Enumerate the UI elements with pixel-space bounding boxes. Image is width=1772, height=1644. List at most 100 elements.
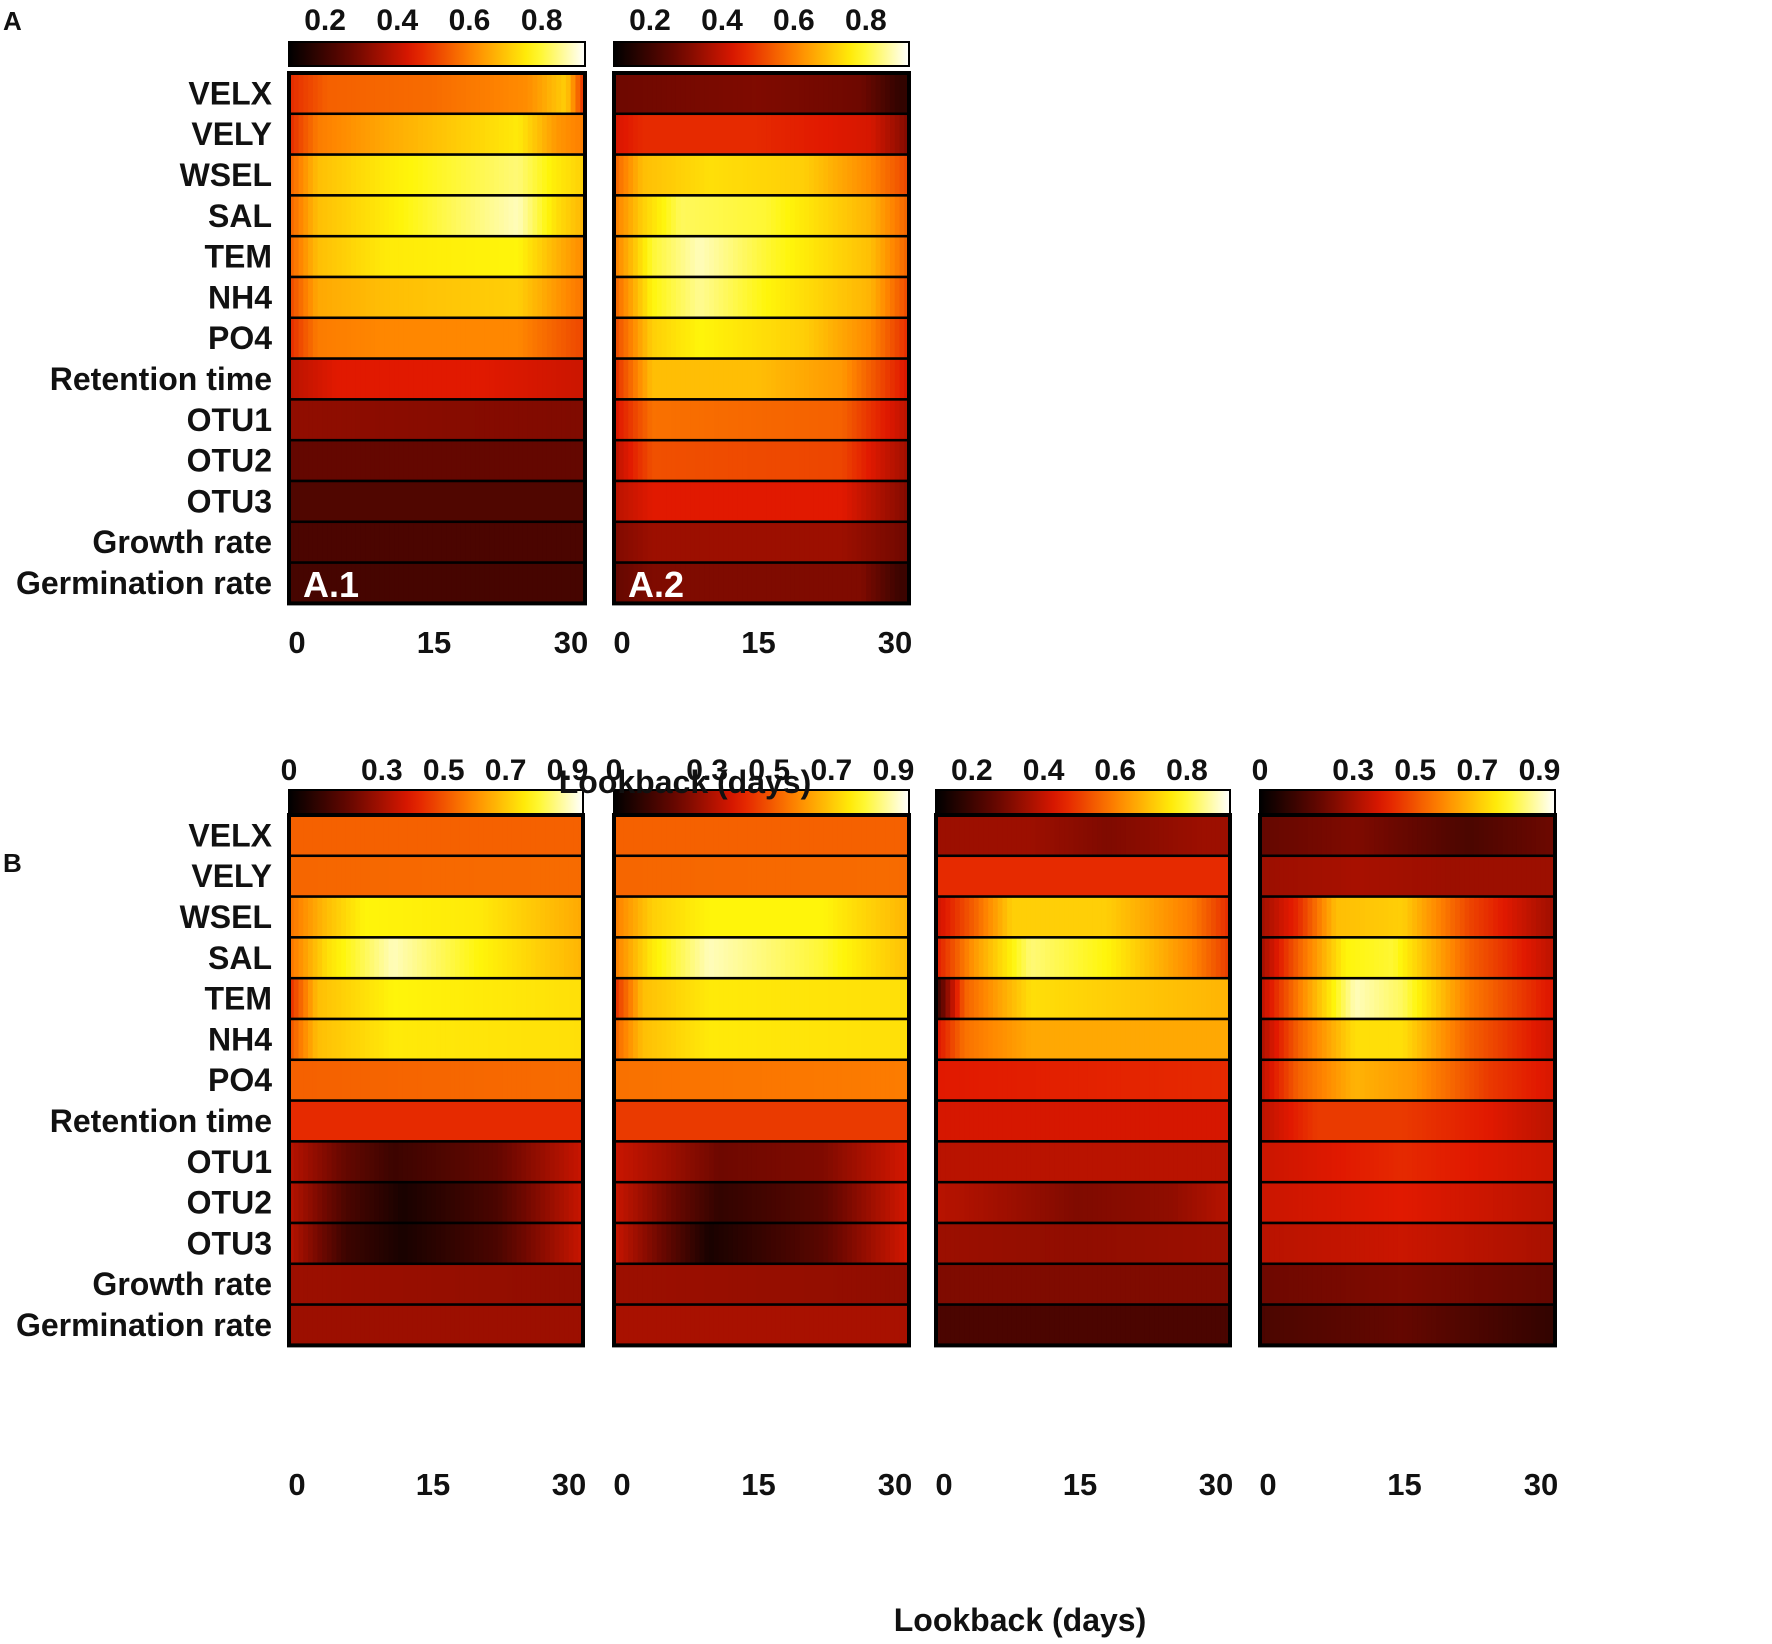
- heatmap-cell: [785, 1263, 791, 1305]
- heatmap-cell: [502, 815, 508, 856]
- heatmap-cell: [1436, 1182, 1442, 1223]
- heatmap-cell: [479, 521, 486, 563]
- heatmap-cell: [1106, 896, 1113, 938]
- heatmap-cell: [1002, 1059, 1008, 1101]
- heatmap-cell: [856, 896, 863, 938]
- heatmap-cell: [889, 399, 896, 441]
- heatmap-cell: [1092, 1304, 1098, 1346]
- heatmap-cell: [437, 113, 443, 155]
- heatmap-cell: [369, 1019, 375, 1060]
- heatmap-cell: [785, 978, 791, 1019]
- heatmap-cell: [1407, 815, 1413, 856]
- heatmap-cell: [880, 855, 886, 897]
- heatmap-cell: [828, 521, 834, 563]
- heatmap-cell: [751, 1059, 758, 1101]
- heatmap-cell: [441, 358, 448, 400]
- heatmap-cell: [1507, 1100, 1513, 1142]
- heatmap-cell: [818, 481, 824, 522]
- section-label-b: B: [3, 848, 22, 878]
- heatmap-cell: [1388, 1141, 1394, 1183]
- heatmap-cell: [751, 562, 758, 604]
- heatmap-cell: [861, 277, 867, 318]
- heatmap-cell: [1187, 896, 1193, 938]
- heatmap-cell: [422, 154, 429, 196]
- heatmap-cell: [1531, 1182, 1537, 1223]
- heatmap-cell: [1464, 1141, 1470, 1183]
- heatmap-cell: [542, 481, 548, 522]
- heatmap-cell: [298, 978, 304, 1019]
- heatmap-cell: [799, 937, 805, 979]
- heatmap-cell: [370, 358, 376, 400]
- heatmap-cell: [326, 1263, 333, 1305]
- heatmap-cell: [964, 896, 970, 938]
- heatmap-cell: [870, 937, 877, 979]
- heatmap-cell: [1350, 896, 1356, 938]
- heatmap-row-b-4-otu2: [1258, 1180, 1557, 1225]
- heatmap-cell: [780, 481, 786, 522]
- heatmap-cell: [675, 1182, 682, 1223]
- heatmap-cell: [756, 521, 763, 563]
- heatmap-row-b-2-otu2: [612, 1180, 911, 1225]
- heatmap-cell: [502, 1223, 508, 1264]
- heatmap-cell: [1125, 1304, 1132, 1346]
- heatmap-cell: [1035, 815, 1041, 856]
- heatmap-cell: [394, 481, 400, 522]
- heatmap-cell: [497, 1263, 503, 1305]
- heatmap-cell: [522, 113, 529, 155]
- heatmap-cell: [899, 481, 905, 522]
- heatmap-cell: [1502, 1141, 1509, 1183]
- heatmap-cell: [1192, 978, 1198, 1019]
- heatmap-cell: [308, 521, 314, 563]
- heatmap-cell: [647, 815, 653, 856]
- heatmap-cell: [1307, 1182, 1313, 1223]
- heatmap-cell: [402, 1019, 409, 1060]
- heatmap-cell: [732, 277, 739, 318]
- heatmap-cell: [828, 1100, 834, 1142]
- heatmap-cell: [737, 154, 744, 196]
- heatmap-cell: [1045, 1223, 1051, 1264]
- heatmap-cell: [718, 562, 725, 604]
- heatmap-cell: [1531, 1223, 1537, 1264]
- heatmap-cell: [1211, 978, 1217, 1019]
- heatmap-cell: [737, 521, 744, 563]
- heatmap-cell: [885, 399, 891, 441]
- heatmap-cell: [346, 481, 352, 522]
- heatmap-cell: [488, 896, 494, 938]
- heatmap-cell: [1163, 1304, 1169, 1346]
- heatmap-cell: [398, 1182, 404, 1223]
- heatmap-cell: [870, 399, 877, 441]
- heatmap-cell: [742, 317, 748, 359]
- heatmap-cell: [580, 481, 586, 522]
- heatmap-cell: [761, 1182, 767, 1223]
- heatmap-cell: [1302, 1141, 1309, 1183]
- heatmap-cell: [775, 481, 782, 522]
- heatmap-cell: [317, 358, 324, 400]
- heatmap-cell: [1402, 1223, 1409, 1264]
- heatmap-cell: [1135, 937, 1141, 979]
- heatmap-cell: [1092, 1141, 1098, 1183]
- heatmap-cell: [885, 481, 891, 522]
- heatmap-cell: [633, 1223, 639, 1264]
- heatmap-cell: [680, 978, 686, 1019]
- heatmap-cell: [1125, 1100, 1132, 1142]
- heatmap-cell: [1345, 1263, 1352, 1305]
- row-label-a-sal: SAL: [208, 198, 272, 234]
- heatmap-cell: [1116, 1223, 1122, 1264]
- heatmap-cell: [785, 440, 791, 481]
- row-label-b-sal: SAL: [208, 940, 272, 976]
- heatmap-cell: [403, 481, 409, 522]
- heatmap-cell: [388, 815, 394, 856]
- heatmap-cell: [1087, 815, 1094, 856]
- row-label-b-otu2: OTU2: [187, 1185, 272, 1221]
- heatmap-cell: [885, 1059, 891, 1101]
- heatmap-cell: [1336, 978, 1342, 1019]
- heatmap-cell: [564, 1059, 570, 1101]
- heatmap-cell: [694, 195, 701, 237]
- heatmap-cell: [379, 236, 386, 277]
- heatmap-cell: [492, 1263, 499, 1305]
- heatmap-cell: [1173, 978, 1179, 1019]
- heatmap-row-b-1-otu1: [287, 1140, 585, 1184]
- heatmap-cell: [1412, 1263, 1418, 1305]
- heatmap-cell: [394, 236, 400, 277]
- heatmap-cell: [1260, 1263, 1266, 1305]
